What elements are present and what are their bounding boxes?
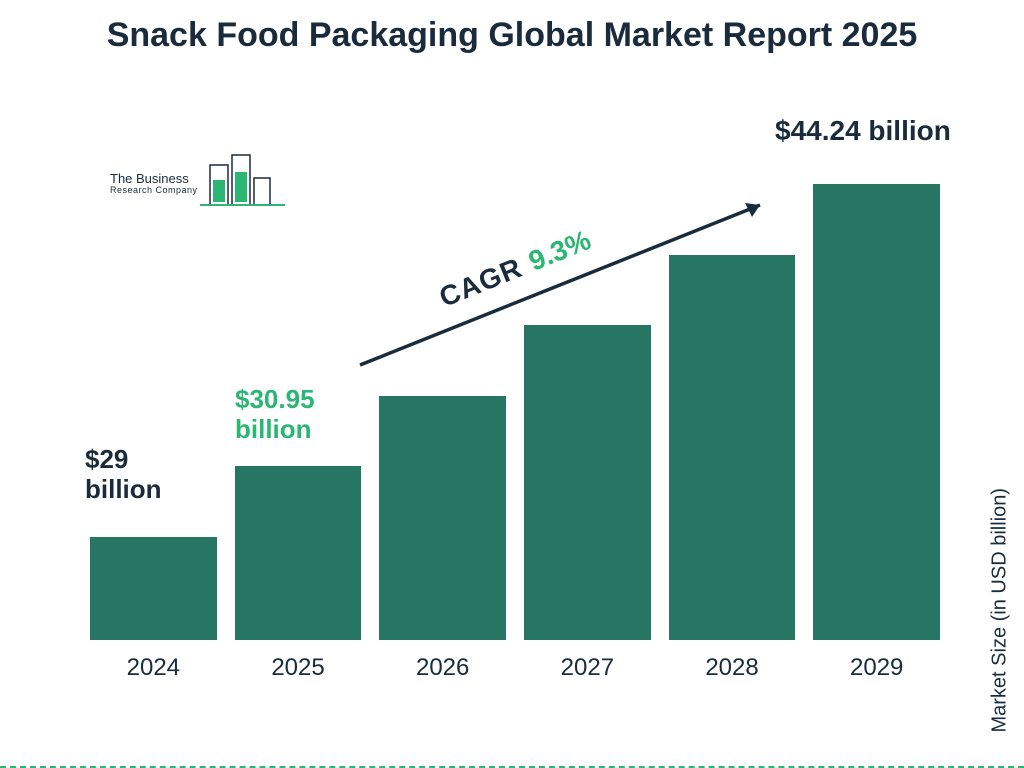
x-label: 2027 xyxy=(524,654,651,682)
bar-2025 xyxy=(235,466,362,640)
chart-title: Snack Food Packaging Global Market Repor… xyxy=(0,0,1024,57)
x-label: 2028 xyxy=(669,654,796,682)
value-label-2029: $44.24 billion xyxy=(775,115,951,147)
x-axis-labels: 2024 2025 2026 2027 2028 2029 xyxy=(80,654,950,682)
x-label: 2026 xyxy=(379,654,506,682)
cagr-annotation: CAGR9.3% xyxy=(350,185,790,385)
trend-arrow-icon xyxy=(350,185,790,385)
value-label-2025: $30.95billion xyxy=(235,385,315,445)
y-axis-label: Market Size (in USD billion) xyxy=(989,488,1012,733)
bar xyxy=(90,537,217,640)
bar xyxy=(235,466,362,640)
bar-2024 xyxy=(90,537,217,640)
value-label-2024: $29billion xyxy=(85,445,162,505)
x-label: 2029 xyxy=(813,654,940,682)
x-label: 2025 xyxy=(235,654,362,682)
bar-2029 xyxy=(813,184,940,640)
bar xyxy=(379,396,506,640)
x-label: 2024 xyxy=(90,654,217,682)
bar xyxy=(813,184,940,640)
bar-2026 xyxy=(379,396,506,640)
